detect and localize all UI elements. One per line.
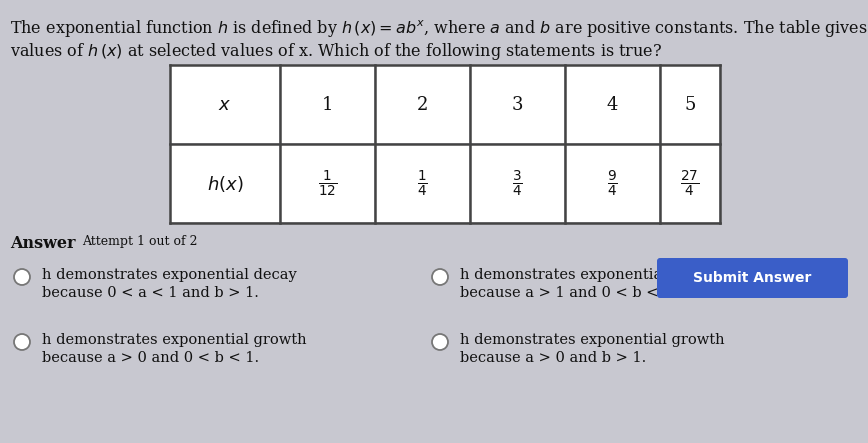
- Text: because a > 0 and b > 1.: because a > 0 and b > 1.: [460, 351, 647, 365]
- Text: because a > 1 and 0 < b < 1.: because a > 1 and 0 < b < 1.: [460, 286, 677, 300]
- Text: 5: 5: [684, 96, 695, 113]
- Text: 3: 3: [512, 96, 523, 113]
- Text: Attempt 1 out of 2: Attempt 1 out of 2: [82, 235, 198, 248]
- Text: $h(x)$: $h(x)$: [207, 174, 243, 194]
- Text: $\frac{1}{12}$: $\frac{1}{12}$: [318, 168, 337, 198]
- Circle shape: [14, 269, 30, 285]
- Bar: [471, 145, 564, 222]
- Text: 4: 4: [607, 96, 618, 113]
- Text: because 0 < a < 1 and b > 1.: because 0 < a < 1 and b > 1.: [42, 286, 259, 300]
- Text: $\frac{9}{4}$: $\frac{9}{4}$: [607, 168, 618, 198]
- Text: 2: 2: [417, 96, 428, 113]
- Text: h demonstrates exponential growth: h demonstrates exponential growth: [42, 333, 306, 347]
- Bar: [471, 66, 564, 143]
- Circle shape: [14, 334, 30, 350]
- Circle shape: [432, 334, 448, 350]
- Text: values of $h\,(x)$ at selected values of x. Which of the following statements is: values of $h\,(x)$ at selected values of…: [10, 41, 662, 62]
- Text: Submit Answer: Submit Answer: [694, 271, 812, 285]
- Bar: [171, 66, 279, 143]
- Text: $\frac{27}{4}$: $\frac{27}{4}$: [681, 168, 700, 198]
- FancyBboxPatch shape: [657, 258, 848, 298]
- Text: $\frac{1}{4}$: $\frac{1}{4}$: [418, 168, 428, 198]
- Text: Answer: Answer: [10, 235, 76, 252]
- Bar: [281, 145, 374, 222]
- Text: $x$: $x$: [219, 96, 232, 113]
- Bar: [566, 145, 659, 222]
- Text: h demonstrates exponential decay: h demonstrates exponential decay: [42, 268, 297, 282]
- Bar: [281, 66, 374, 143]
- Bar: [376, 145, 469, 222]
- Bar: [171, 145, 279, 222]
- Text: h demonstrates exponential decay: h demonstrates exponential decay: [460, 268, 714, 282]
- Bar: [376, 66, 469, 143]
- Text: h demonstrates exponential growth: h demonstrates exponential growth: [460, 333, 725, 347]
- Circle shape: [432, 269, 448, 285]
- Bar: [661, 66, 719, 143]
- Text: $\frac{3}{4}$: $\frac{3}{4}$: [512, 168, 523, 198]
- Bar: [661, 145, 719, 222]
- Text: 1: 1: [322, 96, 333, 113]
- Text: The exponential function $h$ is defined by $h\,(x) = ab^x$, where $a$ and $b$ ar: The exponential function $h$ is defined …: [10, 18, 868, 39]
- Bar: [566, 66, 659, 143]
- Text: because a > 0 and 0 < b < 1.: because a > 0 and 0 < b < 1.: [42, 351, 260, 365]
